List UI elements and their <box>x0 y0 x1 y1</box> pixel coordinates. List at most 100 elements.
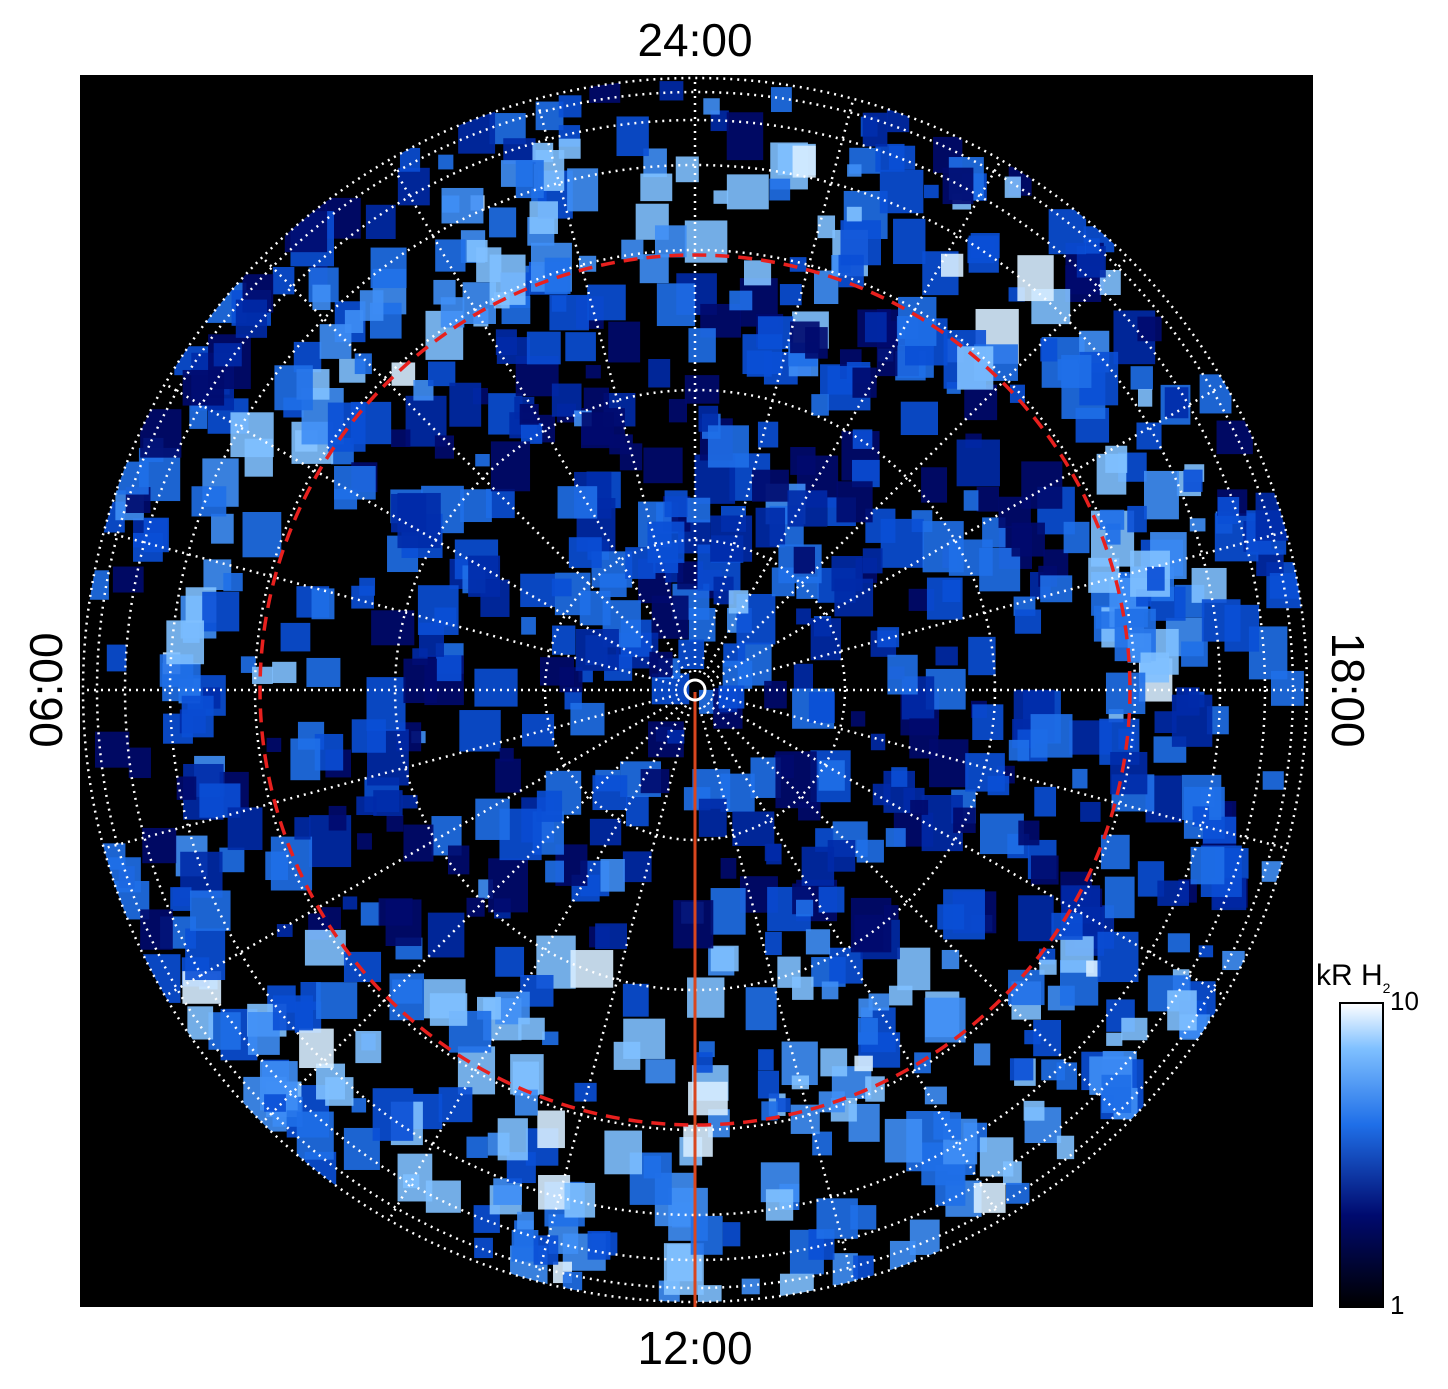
emission-pixel <box>640 769 670 794</box>
emission-pixel <box>831 556 863 592</box>
emission-pixel <box>397 167 430 206</box>
emission-pixel <box>343 951 382 983</box>
emission-pixel <box>296 1111 334 1160</box>
emission-pixel <box>581 412 614 445</box>
emission-pixel <box>1262 771 1284 790</box>
time-label: 12:00 <box>637 1322 752 1374</box>
emission-pixel <box>965 753 1005 792</box>
emission-pixel <box>852 429 873 449</box>
emission-pixel <box>356 796 377 816</box>
emission-pixel <box>600 859 625 892</box>
emission-pixel <box>868 993 890 1011</box>
emission-pixel <box>520 423 543 444</box>
emission-pixel <box>964 384 998 421</box>
emission-pixel <box>264 1094 286 1112</box>
emission-pixel <box>495 329 517 356</box>
emission-pixel <box>770 87 792 113</box>
emission-pixel <box>726 174 769 210</box>
emission-pixel <box>818 886 845 913</box>
emission-pixel <box>1030 714 1073 758</box>
emission-pixel <box>562 1271 583 1291</box>
emission-pixel <box>1217 497 1240 525</box>
emission-pixel <box>805 929 831 955</box>
emission-image <box>83 78 1304 1302</box>
emission-pixel <box>435 239 466 272</box>
emission-pixel <box>304 929 346 966</box>
emission-pixel <box>213 343 242 367</box>
emission-pixel <box>1106 1032 1123 1046</box>
grid-spoke <box>712 693 1287 850</box>
emission-pixel <box>757 421 779 448</box>
emission-pixel <box>827 840 856 872</box>
emission-pixel <box>933 1112 962 1140</box>
emission-pixel <box>857 1018 878 1045</box>
emission-pixel <box>820 1048 848 1077</box>
emission-pixel <box>1206 706 1229 735</box>
emission-pixel <box>811 394 829 416</box>
emission-pixel <box>766 843 782 865</box>
emission-pixel <box>242 511 282 558</box>
emission-pixel <box>474 1237 493 1259</box>
emission-pixel <box>252 666 273 684</box>
emission-pixel <box>403 824 434 862</box>
emission-pixel <box>312 284 331 311</box>
emission-pixel <box>812 1131 833 1156</box>
emission-pixel <box>718 685 745 709</box>
emission-pixel <box>1190 846 1225 885</box>
emission-pixel <box>775 751 817 809</box>
emission-pixel <box>574 1082 597 1102</box>
grid-spoke <box>712 530 1287 687</box>
emission-pixel <box>973 1043 991 1066</box>
emission-pixel <box>643 447 683 484</box>
emission-pixel <box>942 579 961 603</box>
emission-pixel <box>294 817 311 840</box>
emission-pixel <box>796 899 814 917</box>
emission-pixel <box>771 567 795 597</box>
emission-pixel <box>517 1211 534 1230</box>
emission-pixel <box>1222 950 1245 971</box>
emission-pixel <box>510 1054 544 1095</box>
emission-pixel <box>466 239 488 262</box>
emission-pixel <box>821 981 839 1000</box>
emission-pixel <box>128 747 151 779</box>
emission-pixel <box>397 492 441 549</box>
emission-pixel <box>953 807 976 833</box>
emission-pixel <box>187 1006 214 1040</box>
emission-pixel <box>1167 990 1197 1031</box>
emission-pixel <box>621 239 644 260</box>
emission-pixel <box>847 164 862 177</box>
emission-pixel <box>112 566 144 593</box>
emission-pixel <box>321 907 341 930</box>
emission-pixel <box>373 790 403 816</box>
emission-pixel <box>583 387 610 409</box>
emission-pixel <box>1157 880 1189 906</box>
emission-pixel <box>378 898 413 926</box>
emission-pixel <box>191 486 227 517</box>
emission-pixel <box>311 588 335 620</box>
grid-spoke <box>103 530 678 687</box>
emission-pixel <box>898 296 937 346</box>
emission-pixel <box>1008 739 1030 761</box>
emission-pixel <box>728 590 749 614</box>
grid-spoke <box>387 159 688 676</box>
emission-pixel <box>1033 1019 1062 1057</box>
emission-pixel <box>567 168 599 212</box>
grid-spoke <box>706 256 1129 679</box>
emission-pixel <box>1040 575 1073 603</box>
emission-pixel <box>921 467 948 503</box>
emission-pixel <box>1105 523 1121 545</box>
emission-pixel <box>948 539 993 576</box>
emission-pixel <box>813 270 839 305</box>
emission-pixel <box>1147 566 1165 591</box>
emission-pixel <box>888 985 913 1006</box>
emission-pixel <box>447 845 470 875</box>
emission-pixel <box>360 902 380 926</box>
emission-pixel <box>355 1030 382 1064</box>
grid-spoke <box>535 98 692 673</box>
emission-pixel <box>1040 338 1058 362</box>
emission-pixel <box>365 204 396 240</box>
emission-pixel <box>475 454 490 467</box>
emission-pixel <box>973 1182 1006 1213</box>
grid-spoke <box>709 382 1226 683</box>
emission-pixel <box>211 513 234 544</box>
